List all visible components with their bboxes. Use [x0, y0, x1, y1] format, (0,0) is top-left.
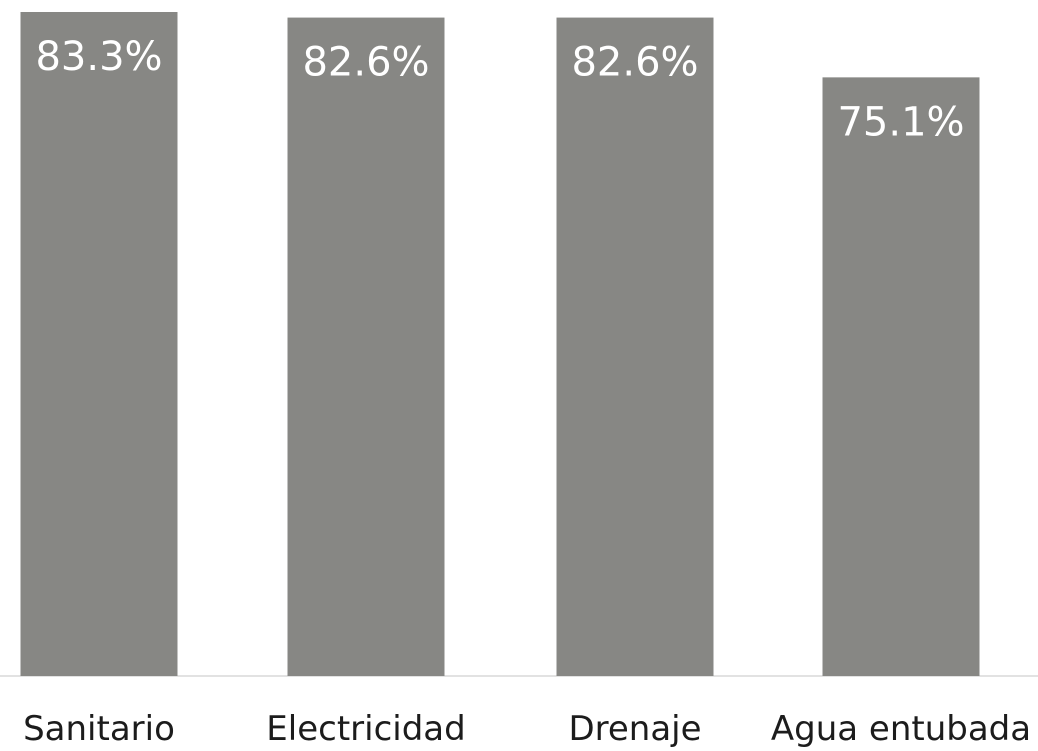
value-labels-group: 83.3% 82.6% 82.6% 75.1%: [35, 34, 964, 145]
category-label-0: Sanitario: [23, 709, 175, 749]
category-labels-group: Sanitario Electricidad Drenaje Agua entubad…: [23, 709, 1031, 749]
bar-2: [556, 17, 714, 676]
bar-value-label-2: 82.6%: [571, 40, 698, 86]
bar-value-label-3: 75.1%: [837, 99, 964, 145]
bar-0: [20, 12, 178, 676]
category-label-2: Drenaje: [568, 709, 701, 749]
bar-value-label-1: 82.6%: [302, 40, 429, 86]
bar-value-label-0: 83.3%: [35, 34, 162, 80]
bar-1: [287, 17, 445, 676]
category-label-3: Agua entubada: [771, 709, 1031, 749]
bars-group: [20, 12, 980, 676]
category-label-1: Electricidad: [266, 709, 465, 749]
bar-3: [822, 77, 980, 676]
